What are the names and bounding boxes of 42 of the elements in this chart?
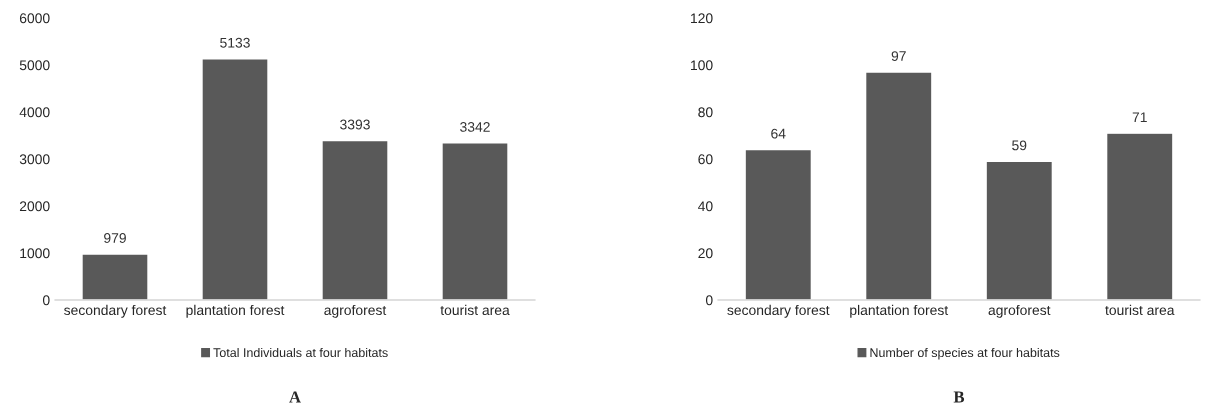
y-tick-label: 4000: [19, 107, 50, 118]
data-label: 3342: [460, 122, 490, 132]
y-tick-label: 80: [698, 107, 713, 118]
data-label: 97: [891, 51, 906, 61]
x-tick-label: tourist area: [440, 304, 510, 316]
y-tick-label: 2000: [19, 201, 50, 212]
text: B: [953, 391, 965, 403]
text: A: [289, 391, 301, 403]
x-tick-label: plantation forest: [186, 304, 285, 318]
bar: [441, 142, 509, 300]
x-tick-label: agroforest: [988, 304, 1051, 318]
y-tick-label: 40: [698, 201, 713, 212]
bar: [201, 58, 269, 300]
y-tick-label: 6000: [19, 13, 50, 24]
x-tick-label: plantation forest: [850, 304, 949, 318]
bar: [81, 253, 149, 300]
y-tick-label: 0: [42, 295, 50, 306]
x-tick-label: secondary forest: [64, 304, 167, 318]
bar: [864, 71, 933, 300]
data-label: 979: [104, 233, 126, 243]
legend-label: Number of species at four habitats: [870, 347, 1060, 360]
y-tick-label: 3000: [19, 154, 50, 165]
bar: [985, 160, 1054, 300]
y-tick-label: 1000: [20, 248, 50, 259]
x-tick-label: tourist area: [1105, 304, 1175, 316]
y-tick-label: 5000: [19, 60, 50, 71]
x-tick-label: secondary forest: [727, 304, 830, 318]
bar: [321, 139, 389, 300]
bar: [1105, 132, 1174, 300]
y-tick-label: 20: [698, 248, 713, 259]
y-tick-label: 120: [691, 13, 713, 24]
y-tick-label: 100: [691, 60, 713, 71]
y-tick-label: 60: [698, 154, 713, 165]
legend-label: Total Individuals at four habitats: [213, 347, 388, 358]
data-label: 71: [1132, 112, 1147, 122]
bar: [744, 148, 813, 300]
data-label: 3393: [340, 119, 370, 130]
data-label: 59: [1012, 140, 1027, 151]
data-label: 64: [771, 128, 786, 139]
x-tick-label: agroforest: [324, 304, 387, 318]
y-tick-label: 0: [705, 295, 713, 306]
data-label: 5133: [220, 37, 250, 48]
